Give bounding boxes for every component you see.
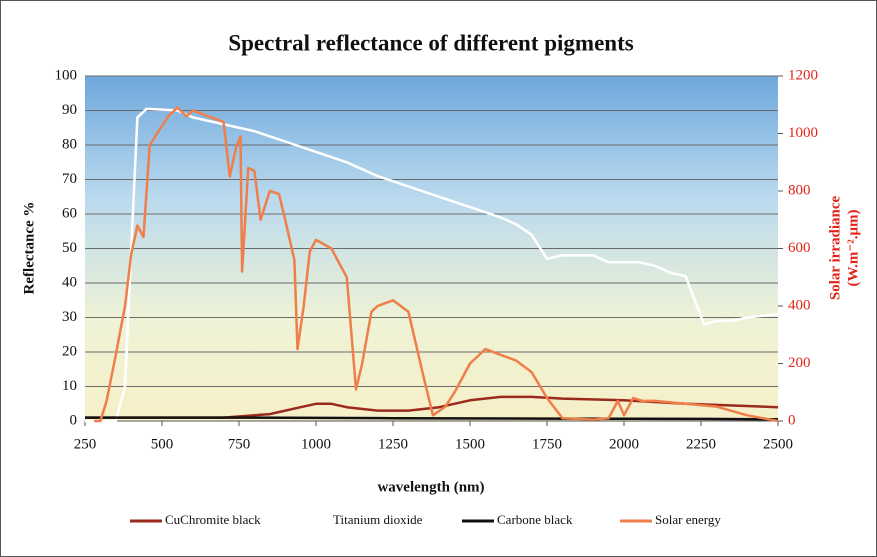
x-tick-label: 500	[151, 436, 174, 452]
x-tick-label: 2250	[686, 436, 716, 452]
legend-label: CuChromite black	[165, 512, 261, 527]
y-tick-label: 90	[62, 102, 77, 118]
x-tick-label: 750	[228, 436, 251, 452]
series-line	[94, 106, 779, 423]
x-tick-label: 1000	[301, 436, 331, 452]
y-tick-label: 40	[62, 274, 77, 290]
y-tick-label: 30	[62, 309, 77, 325]
y2-tick-label: 1000	[788, 125, 818, 141]
y2-tick-label: 1200	[788, 67, 818, 83]
y2-axis-label: Solar irradiance	[827, 196, 843, 301]
y2-tick-label: 400	[788, 297, 811, 313]
y-tick-label: 10	[62, 378, 77, 394]
y-tick-label: 20	[62, 343, 77, 359]
y-tick-label: 70	[62, 171, 77, 187]
legend-label: Solar energy	[655, 512, 721, 527]
legend-label: Titanium dioxide	[333, 512, 423, 527]
x-tick-label: 2000	[609, 436, 639, 452]
x-tick-label: 1500	[455, 436, 485, 452]
x-tick-label: 1250	[378, 436, 408, 452]
x-tick-label: 2500	[763, 436, 793, 452]
y2-tick-label: 800	[788, 182, 811, 198]
y2-axis-label: (W.m⁻².μm)	[845, 209, 861, 286]
y-tick-label: 100	[55, 67, 78, 83]
x-tick-label: 250	[74, 436, 97, 452]
y-tick-label: 50	[62, 240, 77, 256]
x-tick-label: 1750	[532, 436, 562, 452]
y2-tick-label: 200	[788, 355, 811, 371]
chart-title: Spectral reflectance of different pigmen…	[228, 30, 633, 55]
y-tick-label: 80	[62, 136, 77, 152]
y-tick-label: 60	[62, 205, 77, 221]
series-line	[85, 107, 779, 423]
y-axis-label: Reflectance %	[21, 202, 37, 295]
series-line	[85, 416, 779, 421]
y-tick-label: 0	[70, 412, 78, 428]
y2-tick-label: 600	[788, 240, 811, 256]
x-axis-label: wavelength (nm)	[377, 479, 484, 495]
y2-tick-label: 0	[788, 412, 796, 428]
legend-label: Carbone black	[497, 512, 573, 527]
series-line	[85, 395, 779, 419]
